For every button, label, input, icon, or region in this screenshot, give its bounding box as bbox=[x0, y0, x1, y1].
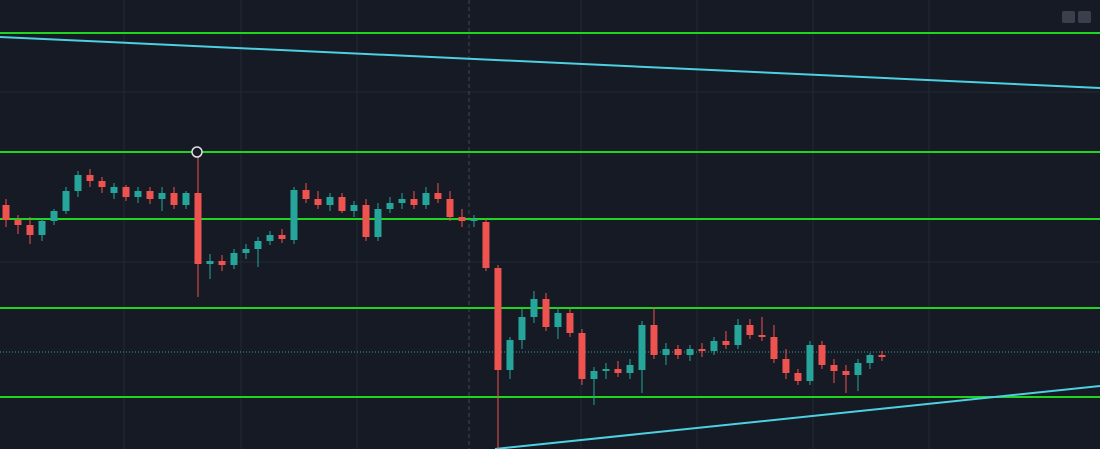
candle-body bbox=[434, 193, 442, 199]
marks bbox=[0, 32, 1100, 449]
candle-body bbox=[794, 373, 802, 381]
candle-body bbox=[302, 190, 310, 199]
candle-body bbox=[686, 349, 694, 355]
candle-body bbox=[230, 253, 238, 265]
candle-body bbox=[554, 313, 562, 327]
candle-body bbox=[650, 325, 658, 355]
candle-body bbox=[626, 365, 634, 373]
candle-body bbox=[374, 209, 382, 237]
candle-body bbox=[74, 175, 82, 191]
trend-line bbox=[0, 36, 1100, 89]
candle-body bbox=[386, 203, 394, 209]
candle-body bbox=[674, 349, 682, 355]
candle-body bbox=[278, 235, 286, 239]
candle-body bbox=[542, 299, 550, 327]
candle-body bbox=[770, 337, 778, 359]
candle-body bbox=[194, 193, 202, 264]
candle-body bbox=[422, 193, 430, 205]
candle-body bbox=[350, 205, 358, 211]
candle-body bbox=[638, 325, 646, 370]
toolbar-button[interactable] bbox=[1062, 11, 1075, 23]
candle-body bbox=[830, 365, 838, 371]
candle-body bbox=[602, 369, 610, 371]
candle-body bbox=[314, 199, 322, 205]
candle-body bbox=[710, 341, 718, 351]
candle-body bbox=[746, 325, 754, 335]
candle-body bbox=[842, 371, 850, 375]
candle-body bbox=[518, 317, 526, 340]
candle-body bbox=[446, 199, 454, 217]
candle-body bbox=[254, 241, 262, 249]
candle-body bbox=[590, 371, 598, 379]
candle-body bbox=[878, 355, 886, 357]
candle-body bbox=[50, 211, 58, 221]
candle-body bbox=[782, 359, 790, 373]
candle-body bbox=[662, 349, 670, 355]
candle-body bbox=[758, 335, 766, 337]
candle-body bbox=[2, 205, 10, 220]
candle-body bbox=[326, 197, 334, 205]
candle-body bbox=[206, 261, 214, 264]
candle-body bbox=[362, 205, 370, 237]
candle-body bbox=[170, 193, 178, 205]
candle-body bbox=[806, 345, 814, 381]
candle-body bbox=[158, 193, 166, 199]
candle-body bbox=[854, 363, 862, 375]
candle-body bbox=[494, 268, 502, 370]
trend-line bbox=[494, 385, 1100, 449]
candle-body bbox=[134, 191, 142, 197]
candle-body bbox=[410, 199, 418, 205]
anchor-point[interactable] bbox=[191, 146, 203, 158]
candle-body bbox=[470, 219, 478, 221]
candle-body bbox=[458, 217, 466, 221]
candle-body bbox=[38, 221, 46, 235]
candle-body bbox=[614, 369, 622, 373]
candle-body bbox=[866, 355, 874, 363]
candle-body bbox=[722, 341, 730, 345]
candle-body bbox=[338, 197, 346, 211]
candle-body bbox=[218, 261, 226, 265]
candle-body bbox=[698, 349, 706, 351]
candle-body bbox=[290, 190, 298, 240]
candle-body bbox=[86, 175, 94, 181]
candle-body bbox=[122, 187, 130, 197]
candle-body bbox=[398, 199, 406, 203]
candle-body bbox=[578, 333, 586, 379]
candle-body bbox=[182, 193, 190, 205]
toolbar-button[interactable] bbox=[1078, 11, 1091, 23]
candle-body bbox=[62, 191, 70, 211]
candle-body bbox=[566, 313, 574, 333]
candle-body bbox=[482, 222, 490, 268]
candle-body bbox=[14, 220, 22, 225]
candle-body bbox=[242, 249, 250, 253]
candle-body bbox=[98, 181, 106, 187]
candle-body bbox=[818, 345, 826, 365]
candle-body bbox=[530, 299, 538, 317]
candle-body bbox=[734, 325, 742, 345]
candle-body bbox=[266, 235, 274, 241]
candle-body bbox=[26, 225, 34, 235]
candle-body bbox=[506, 340, 514, 370]
candle-body bbox=[110, 187, 118, 193]
candle-body bbox=[146, 191, 154, 199]
